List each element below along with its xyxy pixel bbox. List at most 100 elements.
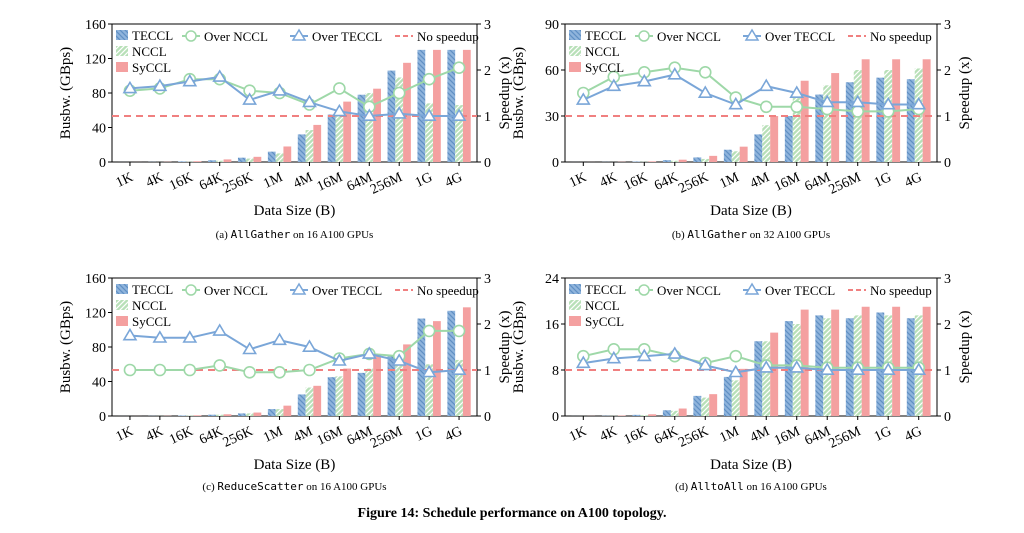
over-nccl-marker [422, 324, 436, 338]
bar-teccl [815, 315, 824, 416]
legend-label-teccl: TECCL [132, 282, 173, 297]
legend-swatch-syccl [569, 316, 581, 326]
x-tick-label: 4K [144, 424, 166, 445]
x-tick-label: 16K [167, 170, 195, 194]
plot-frame [564, 23, 938, 163]
y-tick-label: 24 [545, 272, 559, 287]
bar-teccl [632, 414, 641, 416]
over-nccl-marker [729, 349, 743, 363]
y-tick-label: 0 [552, 156, 559, 171]
x-tick-label: 256K [221, 170, 256, 197]
over-teccl-marker [911, 362, 927, 376]
legend-marker-over-teccl [291, 282, 307, 295]
y2-tick-label: 0 [944, 156, 951, 171]
over-teccl-marker [421, 364, 437, 378]
y-tick-label: 8 [552, 364, 559, 379]
over-nccl-marker [213, 359, 227, 372]
bar-teccl [178, 161, 186, 162]
bar-syccl [433, 321, 441, 416]
legend-marker-over-teccl [291, 28, 307, 41]
over-teccl-marker [302, 94, 317, 108]
y-axis-label: Busbw. (GBps) [511, 47, 527, 139]
x-tick-label: 1K [114, 424, 136, 445]
over-teccl-marker [331, 353, 347, 366]
bar-syccl [343, 101, 352, 162]
y-tick-label: 0 [552, 410, 559, 425]
bar-teccl [723, 149, 732, 162]
bar-teccl [906, 79, 915, 162]
bar-syccl [223, 159, 232, 162]
bar-nccl [215, 160, 224, 162]
legend-swatch-nccl [569, 300, 581, 310]
x-tick-label: 256K [221, 424, 256, 451]
bar-teccl [267, 151, 276, 162]
y-tick-label: 0 [99, 410, 106, 425]
over-teccl-marker [361, 108, 377, 121]
legend-label-syccl: SyCCL [132, 60, 171, 75]
x-tick-label: 4M [748, 170, 772, 192]
x-tick-label: 4K [598, 170, 620, 191]
x-tick-label: 16K [167, 424, 195, 448]
bar-teccl [208, 414, 216, 416]
x-tick-label: 1G [413, 424, 435, 445]
bar-nccl [762, 341, 771, 416]
over-teccl-marker [272, 83, 287, 96]
bar-nccl [245, 158, 254, 162]
legend-label-syccl: SyCCL [585, 314, 624, 329]
over-teccl-marker [606, 78, 622, 92]
x-tick-label: 4M [291, 170, 315, 192]
over-teccl-marker [789, 85, 805, 98]
bar-teccl [387, 355, 396, 416]
y-tick-label: 16 [545, 318, 559, 333]
bar-syccl [403, 344, 411, 416]
y-axis-label: Busbw. (GBps) [511, 301, 527, 393]
over-nccl-marker [243, 365, 256, 379]
bar-syccl [861, 306, 870, 416]
bar-nccl [455, 359, 463, 416]
over-nccl-marker [273, 365, 286, 379]
y2-tick-label: 1 [484, 110, 491, 125]
over-nccl-marker [123, 363, 137, 377]
bar-teccl [723, 376, 732, 416]
y2-axis-label: Speedup (x) [957, 311, 973, 384]
bar-nccl [701, 158, 710, 162]
x-axis-label: Data Size (B) [710, 457, 792, 473]
over-teccl-marker [242, 92, 258, 105]
bar-teccl [754, 341, 763, 416]
x-tick-label: 1K [567, 170, 589, 191]
bar-syccl [223, 414, 232, 416]
y2-axis-label: Speedup (x) [957, 57, 973, 130]
y-axis-label: Busbw. (GBps) [58, 47, 74, 139]
over-teccl-marker [212, 69, 228, 82]
x-tick-label: 256K [676, 424, 711, 451]
over-teccl-marker [575, 92, 591, 105]
y2-tick-label: 0 [944, 410, 951, 425]
over-teccl-marker [850, 94, 866, 108]
legend-swatch-teccl [569, 30, 581, 40]
y2-tick-label: 3 [484, 272, 491, 287]
over-nccl-marker [452, 61, 466, 74]
bar-syccl [253, 412, 262, 416]
y2-tick-label: 2 [484, 318, 491, 333]
bar-nccl [425, 364, 434, 416]
x-tick-label: 16M [315, 424, 346, 449]
over-nccl-marker [303, 363, 316, 377]
legend-label-no-speedup: No speedup [870, 283, 932, 298]
bar-teccl [267, 409, 276, 416]
over-teccl-marker [789, 360, 805, 373]
bar-nccl [305, 130, 314, 162]
over-teccl-marker [880, 362, 896, 376]
bar-teccl [208, 160, 216, 162]
bar-syccl [283, 146, 292, 162]
bar-nccl [215, 414, 224, 416]
bar-syccl [800, 80, 809, 162]
over-teccl-marker [451, 108, 467, 121]
bar-syccl [648, 161, 657, 162]
legend-swatch-syccl [116, 316, 128, 326]
x-tick-label: 4K [144, 170, 166, 191]
over-nccl-marker [851, 105, 865, 118]
legend-swatch-teccl [116, 30, 128, 40]
x-axis-label: Data Size (B) [254, 203, 336, 219]
legend-marker-over-teccl [744, 282, 760, 295]
over-teccl-marker [819, 94, 835, 108]
